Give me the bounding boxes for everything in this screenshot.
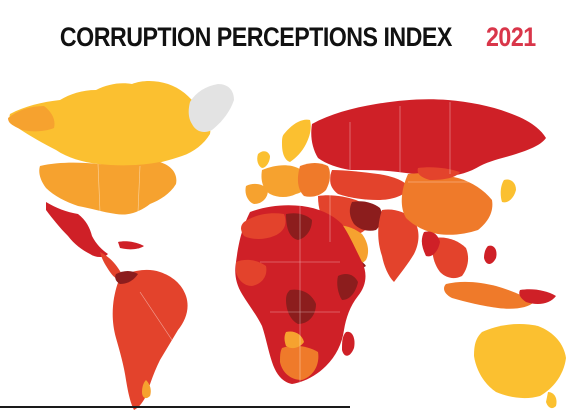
region-iran [349, 201, 383, 231]
region-central-asia [330, 170, 410, 200]
region-indonesia [444, 281, 534, 309]
country-borders [97, 102, 490, 382]
region-southeast-asia [432, 237, 469, 279]
region-caribbean [118, 241, 144, 250]
region-western-europe [261, 165, 310, 197]
region-horn-africa [337, 274, 358, 300]
region-mexico [46, 202, 108, 257]
region-iberia [245, 183, 268, 204]
region-eastern-europe [297, 163, 331, 197]
region-southern-africa [280, 345, 319, 380]
region-madagascar [342, 331, 355, 356]
region-north-africa [241, 213, 286, 239]
region-philippines [484, 245, 497, 264]
region-canada [9, 81, 211, 167]
region-china [401, 173, 493, 235]
region-central-africa [286, 289, 316, 324]
world-map [0, 62, 567, 410]
region-libya [286, 213, 312, 240]
region-united-states [39, 162, 177, 215]
region-australia [474, 324, 566, 399]
region-japan [500, 179, 516, 203]
region-southern-cone [142, 380, 151, 399]
region-papua [519, 289, 556, 304]
bottom-rule [0, 406, 350, 408]
title-text: CORRUPTION PERCEPTIONS INDEX [59, 22, 452, 52]
region-mongolia [417, 167, 460, 180]
region-uk [257, 151, 270, 168]
region-myanmar [421, 231, 440, 257]
world-map-svg [8, 81, 566, 410]
region-russia [311, 99, 546, 176]
region-venezuela [115, 271, 138, 284]
region-south-america [112, 269, 188, 410]
title-year: 2021 [485, 22, 536, 52]
region-greenland [188, 84, 234, 132]
region-botswana [284, 331, 304, 349]
region-scandinavia [282, 119, 311, 162]
region-south-asia [378, 209, 419, 282]
map-title: CORRUPTION PERCEPTIONS INDEX 2021 [0, 24, 567, 51]
region-alaska [8, 106, 55, 132]
region-new-zealand [546, 392, 557, 409]
region-west-africa [236, 259, 267, 286]
